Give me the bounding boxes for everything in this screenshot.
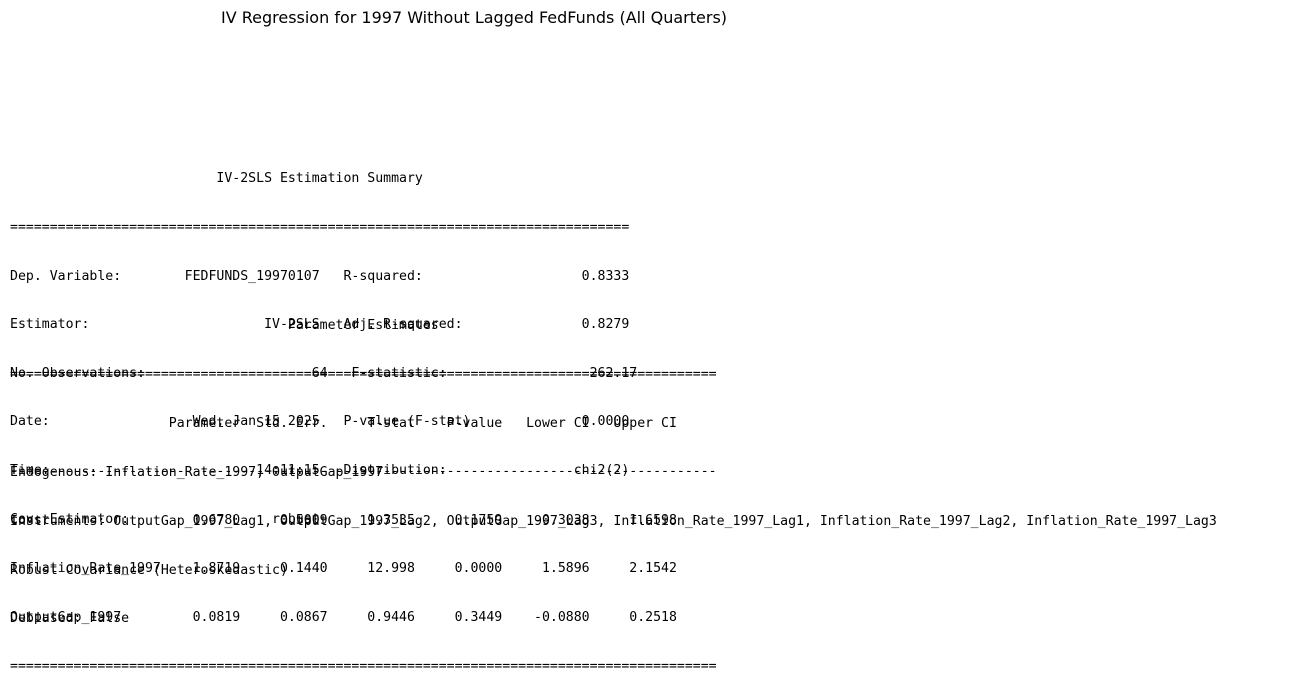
summary-top-rule: ========================================… [10, 220, 630, 235]
summary-row: Estimator: IV-2SLS Adj. R-squared: 0.827… [10, 317, 630, 333]
params-heading: Parameter Estimates [10, 318, 439, 334]
params-top-rule: ========================================… [10, 367, 717, 382]
note-covariance: Robust Covariance (Heteroskedastic) [10, 562, 288, 578]
model-notes-block: Endogenous: Inflation_Rate_1997, OutputG… [10, 433, 1217, 644]
summary-row: No. Observations: 64 F-statistic: 262.17 [10, 365, 638, 381]
summary-row: Date: Wed, Jan 15 2025 P-value (F-stat) … [10, 414, 630, 430]
params-header-row: Parameter Std. Err. T-stat P-value Lower… [10, 415, 677, 431]
figure-title: IV Regression for 1997 Without Lagged Fe… [220, 8, 728, 27]
summary-heading: IV-2SLS Estimation Summary [10, 171, 423, 187]
note-debiased: Debiased: False [10, 611, 130, 627]
summary-row: Time: 14:11:15 Distribution: chi2(2) [10, 462, 630, 478]
params-dash-rule: ----------------------------------------… [10, 464, 717, 480]
params-bottom-rule: ========================================… [10, 658, 717, 674]
note-instruments: Instruments: OutputGap_1997_Lag1, Output… [10, 514, 1217, 529]
estimation-summary-block: IV-2SLS Estimation Summary =============… [10, 139, 637, 544]
summary-row: Dep. Variable: FEDFUNDS_19970107 R-squar… [10, 268, 630, 284]
note-endogenous: Endogenous: Inflation_Rate_1997, OutputG… [10, 465, 384, 481]
